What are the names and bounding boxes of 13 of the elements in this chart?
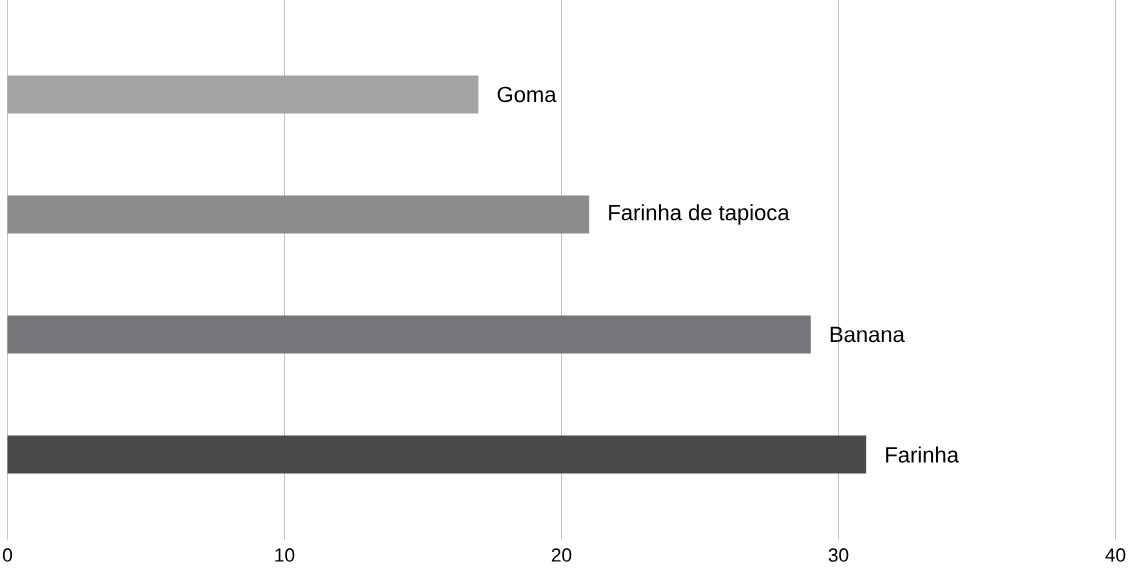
x-tick-label: 40 (1105, 548, 1126, 562)
y-tick-label: Banana (830, 326, 905, 343)
bar (7, 435, 867, 474)
x-tick-label: 10 (275, 548, 295, 562)
x-tick-label: 0 (2, 548, 13, 562)
bar (7, 195, 590, 234)
y-tick-label: Goma (497, 86, 557, 103)
y-tick-label: Farinha de tapioca (609, 204, 790, 225)
bar (7, 315, 811, 354)
x-tick-label: 30 (828, 548, 849, 562)
y-tick-label: Farinha (886, 446, 959, 463)
x-tick-label: 20 (551, 548, 572, 562)
bar (7, 75, 479, 114)
